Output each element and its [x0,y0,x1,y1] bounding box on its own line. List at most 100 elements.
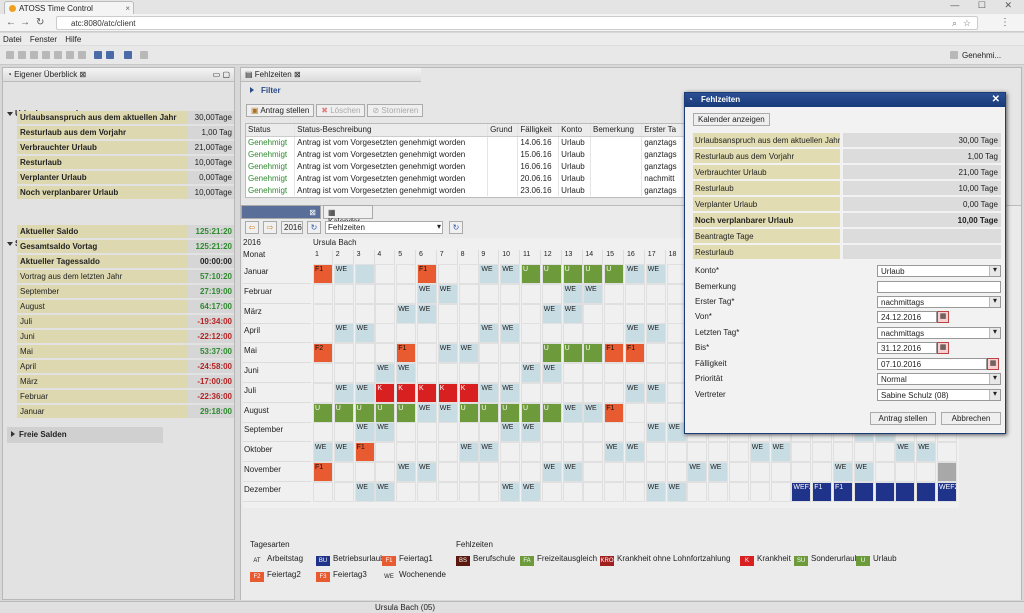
absence-cell[interactable]: WE [625,323,645,344]
day-cell[interactable] [333,303,354,324]
day-cell[interactable] [396,283,417,304]
absence-cell[interactable]: WE [521,422,541,443]
day-cell[interactable] [313,283,333,304]
day-cell[interactable] [708,481,729,502]
absence-cell[interactable]: U [375,402,396,423]
absence-cell[interactable]: WE [625,442,645,463]
day-cell[interactable] [479,363,500,383]
day-cell[interactable] [583,481,604,502]
forward-icon[interactable]: → [20,17,30,28]
absence-cell[interactable]: K [396,382,417,403]
day-cell[interactable] [417,323,437,344]
column-header[interactable]: Bemerkung [590,124,643,137]
absence-cell[interactable]: F1 [812,481,833,502]
day-cell[interactable] [479,481,500,502]
stornieren-button[interactable]: ⊘ Stornieren [367,104,424,117]
absence-cell[interactable]: U [541,264,562,284]
day-cell[interactable] [396,264,417,284]
absence-cell[interactable]: U [562,343,583,364]
day-cell[interactable] [458,264,479,284]
day-cell[interactable] [333,422,354,443]
day-cell[interactable] [583,382,604,403]
bis-calendar-icon[interactable]: ▦ [937,342,949,354]
url-input[interactable]: atc:8080/atc/client ⌕ ☆ [56,16,978,30]
day-cell[interactable] [729,462,749,482]
absence-cell[interactable]: U [541,343,562,364]
menu-fenster[interactable]: Fenster [29,35,58,44]
day-cell[interactable] [500,442,521,463]
day-cell[interactable] [313,303,333,324]
absence-cell[interactable]: WE [541,303,562,324]
table-row[interactable]: Genehmigt Antrag ist vom Vorgesetzten gen… [246,172,684,184]
panel-minmax-icon[interactable]: ▭ ▢ [212,70,230,79]
abbrechen-button[interactable]: Abbrechen [941,412,1001,425]
day-cell[interactable] [354,283,375,304]
antrag-stellen-button[interactable]: ▣ Antrag stellen [246,104,315,117]
absence-cell[interactable]: WE [437,343,458,364]
absence-cell[interactable]: WE [666,481,687,502]
table-row[interactable]: Genehmigt Antrag ist vom Vorgesetzten gen… [246,184,684,196]
sync-icon[interactable]: ↻ [449,221,463,234]
absence-cell[interactable]: K [437,382,458,403]
absence-cell[interactable]: WE [479,264,500,284]
day-cell[interactable] [354,343,375,364]
day-cell[interactable] [645,303,666,324]
absence-cell[interactable]: WE [645,481,666,502]
absence-cell[interactable]: WEF2 [791,481,812,502]
absence-cell[interactable]: F1 [417,264,437,284]
absence-cell[interactable]: WE [604,442,625,463]
day-cell[interactable] [749,462,770,482]
column-header[interactable]: Erster Ta [641,124,684,137]
day-cell[interactable] [770,462,791,482]
day-cell[interactable] [375,442,396,463]
absence-cell[interactable]: WE [313,442,333,463]
day-cell[interactable] [541,442,562,463]
close-icon[interactable]: ✕ [991,94,1000,105]
edit-icon[interactable] [140,51,148,59]
freie-salden-bar[interactable]: Freie Salden [7,427,163,443]
von-calendar-icon[interactable]: ▦ [937,311,949,323]
absence-cell[interactable]: U [354,402,375,423]
day-cell[interactable] [562,442,583,463]
print-icon[interactable] [66,51,74,59]
absence-cell[interactable]: WE [375,422,396,443]
toolbar-genehmigung[interactable]: Genehmi... [962,51,1002,60]
day-cell[interactable] [541,422,562,443]
day-cell[interactable] [375,283,396,304]
day-cell[interactable] [417,422,437,443]
close-tab-icon[interactable]: × [125,4,130,13]
search-icon[interactable] [78,51,86,59]
day-cell[interactable] [791,442,812,463]
absence-cell[interactable]: WE [354,382,375,403]
day-cell[interactable] [417,442,437,463]
star-icon[interactable]: ☆ [962,18,971,28]
absence-cell[interactable]: WE [333,382,354,403]
absence-cell[interactable]: WE [500,264,521,284]
window-controls[interactable]: — ☐ ✕ [950,0,1020,10]
absence-cell[interactable]: WE [333,323,354,344]
absence-cell[interactable]: WE [437,283,458,304]
table-row[interactable]: Genehmigt Antrag ist vom Vorgesetzten gen… [246,160,684,172]
day-cell[interactable] [541,283,562,304]
absence-cell[interactable] [937,462,957,482]
von-input[interactable]: 24.12.2016 [877,311,937,323]
day-cell[interactable] [396,481,417,502]
day-cell[interactable] [645,343,666,364]
settings-icon[interactable] [94,51,102,59]
zoom-icon[interactable]: ⌕ [951,18,957,28]
absence-cell[interactable]: WE [417,303,437,324]
day-cell[interactable] [604,462,625,482]
absence-cell[interactable]: WE [479,323,500,344]
absence-cell[interactable]: U [541,402,562,423]
absence-cell[interactable]: WE [562,283,583,304]
day-cell[interactable] [562,323,583,344]
cut-icon[interactable] [30,51,38,59]
day-cell[interactable] [645,442,666,463]
absence-cell[interactable]: WE [417,462,437,482]
absence-cell[interactable]: F1 [313,264,333,284]
absence-cell[interactable]: WE [645,264,666,284]
day-cell[interactable] [604,363,625,383]
close-panel-icon[interactable]: ⊠ [79,70,87,79]
absence-cell[interactable]: WE [562,303,583,324]
day-cell[interactable] [645,462,666,482]
